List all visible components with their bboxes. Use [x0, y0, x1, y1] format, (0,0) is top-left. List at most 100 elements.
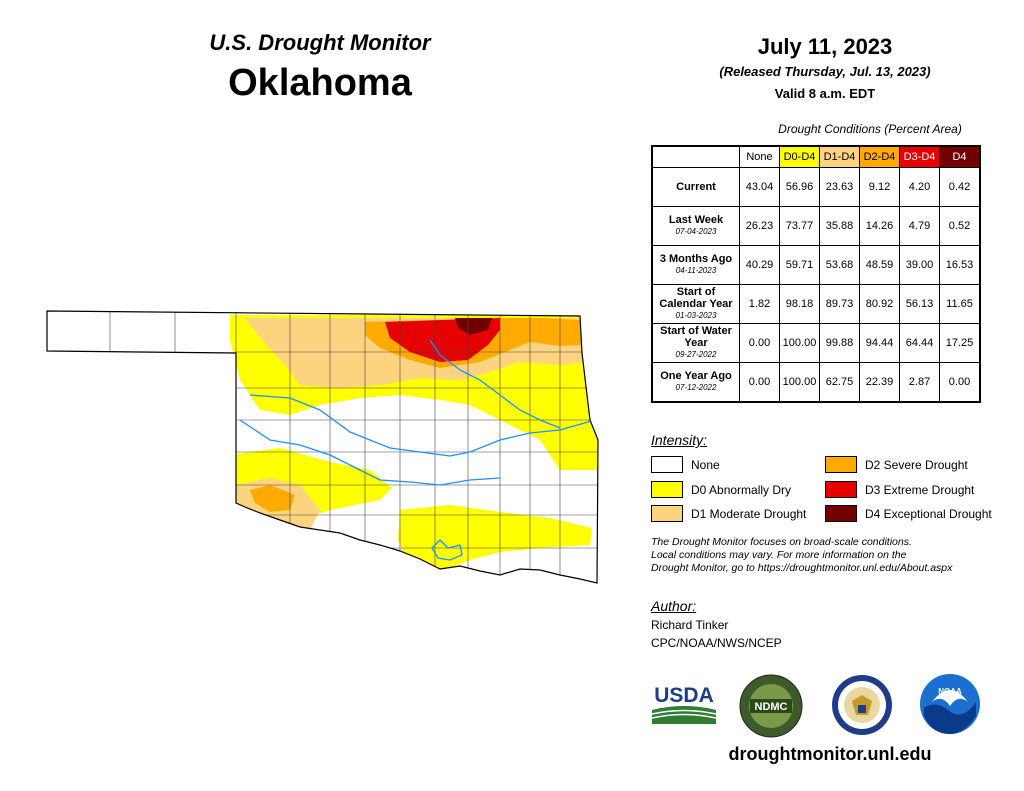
table-cell: 89.73	[819, 284, 860, 324]
legend-label: D0 Abnormally Dry	[691, 482, 792, 497]
legend-item-d4: D4 Exceptional Drought	[825, 505, 992, 522]
monitor-title: U.S. Drought Monitor	[209, 30, 431, 55]
usda-logo: USDA	[651, 684, 717, 724]
col-header-d3-d4: D3-D4	[899, 145, 940, 168]
table-cell: 1.82	[739, 284, 780, 324]
legend-item-d3: D3 Extreme Drought	[825, 481, 974, 498]
row-label-text: One Year Ago	[660, 370, 732, 382]
noaa-logo: NOAA	[920, 674, 980, 734]
table-row: 3 Months Ago 04-11-2023 40.29 59.71 53.68…	[651, 245, 981, 285]
row-label: One Year Ago 07-12-2022	[651, 362, 740, 403]
legend-swatch	[825, 505, 857, 522]
author-title: Author:	[651, 598, 697, 614]
map-date: July 11, 2023	[757, 34, 893, 59]
oklahoma-drought-map	[46, 310, 599, 584]
table-row: One Year Ago 07-12-2022 0.00 100.00 62.75…	[651, 362, 981, 403]
table-cell: 23.63	[819, 167, 860, 207]
table-cell: 0.00	[739, 362, 780, 403]
row-sub-date: 07-04-2023	[675, 227, 717, 236]
noaa-logo-text: NOAA	[938, 687, 962, 696]
disclaimer-line: Drought Monitor, go to https://droughtmo…	[651, 562, 953, 574]
d2-region-southwest	[250, 485, 295, 512]
commerce-seal-logo	[832, 675, 892, 735]
row-sub-date: 01-03-2023	[675, 311, 717, 320]
table-cell: 64.44	[899, 323, 940, 363]
table-cell: 62.75	[819, 362, 860, 403]
row-label: Start of Calendar Year 01-03-2023	[651, 284, 740, 324]
row-label: 3 Months Ago 04-11-2023	[651, 245, 740, 285]
release-date: (Released Thursday, Jul. 13, 2023)	[719, 64, 931, 79]
col-header-d4: D4	[939, 145, 981, 168]
legend-title: Intensity:	[651, 432, 708, 448]
legend-label: D4 Exceptional Drought	[865, 506, 992, 521]
col-header-d2-d4: D2-D4	[859, 145, 900, 168]
row-label-text: Start of Calendar Year	[659, 286, 733, 310]
d4-region-north	[455, 318, 492, 335]
ndmc-logo-text: NDMC	[755, 701, 788, 713]
row-label: Last Week 07-04-2023	[651, 206, 740, 246]
state-title: Oklahoma	[228, 62, 412, 104]
table-cell: 2.87	[899, 362, 940, 403]
legend-item-d0: D0 Abnormally Dry	[651, 481, 791, 498]
legend-label: D3 Extreme Drought	[865, 482, 975, 497]
row-label: Start of Water Year 09-27-2022	[651, 323, 740, 363]
table-row: Last Week 07-04-2023 26.23 73.77 35.88 14…	[651, 206, 981, 246]
table-row: Current 43.04 56.96 23.63 9.12 4.20 0.42	[651, 167, 981, 207]
d0-region-south	[398, 505, 592, 572]
table-cell: 0.52	[939, 206, 981, 246]
col-header-d1-d4: D1-D4	[819, 145, 860, 168]
table-cell: 26.23	[739, 206, 780, 246]
table-corner	[652, 146, 740, 168]
legend-swatch	[651, 481, 683, 498]
table-cell: 16.53	[939, 245, 981, 285]
table-cell: 100.00	[779, 362, 820, 403]
table-cell: 0.00	[739, 323, 780, 363]
table-cell: 80.92	[859, 284, 900, 324]
legend-label: None	[691, 457, 720, 472]
table-cell: 94.44	[859, 323, 900, 363]
col-header-none: None	[739, 145, 780, 168]
legend-label: D1 Moderate Drought	[691, 506, 807, 521]
rivers	[239, 339, 596, 561]
table-cell: 98.18	[779, 284, 820, 324]
disclaimer: The Drought Monitor focuses on broad-sca…	[651, 536, 1001, 575]
table-cell: 4.20	[899, 167, 940, 207]
state-outline	[46, 310, 599, 584]
usda-logo-text: USDA	[654, 684, 714, 707]
legend-swatch	[825, 456, 857, 473]
table-cell: 43.04	[739, 167, 780, 207]
row-sub-date: 09-27-2022	[675, 350, 717, 359]
drought-conditions-table: None D0-D4 D1-D4 D2-D4 D3-D4 D4 Current …	[651, 145, 981, 403]
legend-label: D2 Severe Drought	[865, 457, 968, 472]
col-header-d0-d4: D0-D4	[779, 145, 820, 168]
ndmc-logo: NDMC	[739, 674, 803, 738]
table-cell: 53.68	[819, 245, 860, 285]
table-cell: 56.13	[899, 284, 940, 324]
legend-swatch	[825, 481, 857, 498]
legend-swatch	[651, 505, 683, 522]
disclaimer-line: The Drought Monitor focuses on broad-sca…	[651, 536, 912, 548]
table-cell: 0.00	[939, 362, 981, 403]
author-org: CPC/NOAA/NWS/NCEP	[651, 636, 782, 650]
website-url: droughtmonitor.unl.edu	[728, 744, 932, 764]
table-cell: 14.26	[859, 206, 900, 246]
legend-swatch	[651, 456, 683, 473]
table-cell: 56.96	[779, 167, 820, 207]
row-label-text: 3 Months Ago	[659, 253, 733, 265]
table-cell: 4.79	[899, 206, 940, 246]
row-label: Current	[651, 167, 740, 207]
table-row: Start of Water Year 09-27-2022 0.00 100.0…	[651, 323, 981, 363]
row-label-text: Start of Water Year	[660, 325, 732, 349]
row-label-text: Last Week	[668, 214, 724, 226]
table-row: Start of Calendar Year 01-03-2023 1.82 98…	[651, 284, 981, 324]
table-header-row: None D0-D4 D1-D4 D2-D4 D3-D4 D4	[652, 145, 981, 168]
table-cell: 99.88	[819, 323, 860, 363]
legend-item-d2: D2 Severe Drought	[825, 456, 968, 473]
table-cell: 35.88	[819, 206, 860, 246]
table-cell: 0.42	[939, 167, 981, 207]
table-caption: Drought Conditions (Percent Area)	[778, 122, 962, 136]
table-cell: 9.12	[859, 167, 900, 207]
table-cell: 100.00	[779, 323, 820, 363]
table-cell: 22.39	[859, 362, 900, 403]
table-cell: 59.71	[779, 245, 820, 285]
